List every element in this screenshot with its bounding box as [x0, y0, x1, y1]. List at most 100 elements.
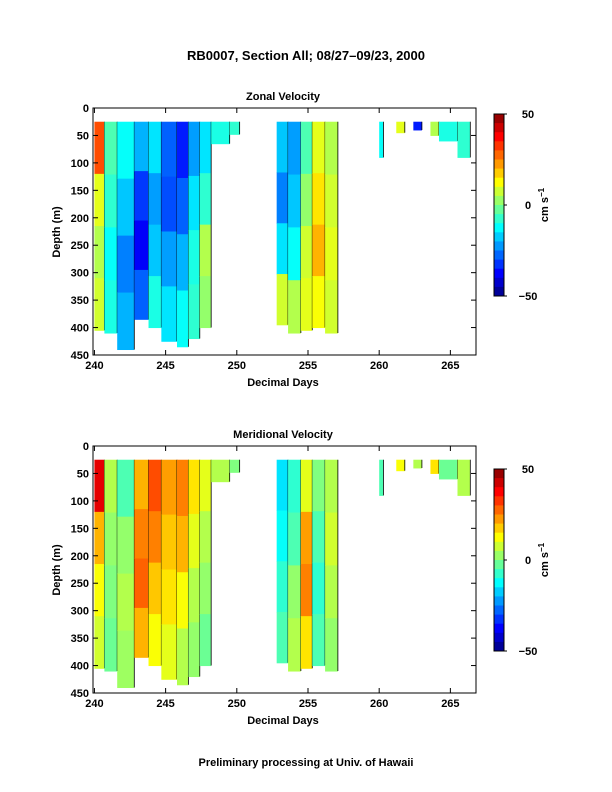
meridional-cell-15-3 — [325, 618, 338, 672]
zonal-y-tick-label-1: 50 — [77, 130, 89, 142]
meridional-y-tick-label-6: 300 — [71, 606, 89, 618]
meridional-colorbar-swatch-4 — [494, 505, 504, 515]
zonal-cell-1-3 — [104, 280, 118, 334]
meridional-colorbar-swatch-19 — [494, 641, 504, 652]
meridional-cell-13-3 — [300, 616, 313, 669]
zonal-colorbar-tick-label-0: 50 — [522, 109, 534, 121]
meridional-y-tick-label-1: 50 — [77, 468, 89, 480]
zonal-cell-7-1 — [188, 175, 200, 231]
zonal-colorbar-swatch-9 — [494, 195, 504, 206]
meridional-x-tick-label-2: 250 — [228, 698, 246, 710]
zonal-y-tick-label-7: 350 — [71, 295, 89, 307]
meridional-cell-7-3 — [188, 622, 200, 678]
zonal-colorbar-swatch-4 — [494, 150, 504, 160]
meridional-colorbar-swatch-16 — [494, 614, 504, 625]
zonal-cell-5-3 — [161, 286, 177, 342]
meridional-y-tick-label-0: 0 — [83, 441, 89, 453]
meridional-cell-1-1 — [104, 512, 118, 566]
meridional-cell-14-2 — [312, 562, 326, 615]
zonal-cell-13-3 — [300, 278, 313, 331]
meridional-cell-11-0 — [276, 459, 289, 511]
meridional-x-tick-label-3: 255 — [299, 698, 317, 710]
meridional-colorbar-swatch-10 — [494, 560, 504, 570]
meridional-y-tick-label-4: 200 — [71, 551, 89, 563]
meridional-cell-20-0 — [438, 459, 458, 480]
zonal-cell-0-0 — [94, 121, 105, 175]
meridional-cell-3-0 — [134, 459, 149, 510]
zonal-x-tick-label-0: 240 — [85, 360, 103, 372]
meridional-colorbar-swatch-17 — [494, 623, 504, 634]
zonal-cell-10-0 — [229, 121, 240, 135]
meridional-cell-2-1 — [117, 516, 135, 575]
meridional-colorbar-swatch-6 — [494, 523, 504, 534]
zonal-colorbar-swatch-16 — [494, 259, 504, 270]
meridional-colorbar-tick-label-0: 50 — [522, 464, 534, 476]
zonal-cell-5-1 — [161, 176, 177, 232]
meridional-cell-1-0 — [104, 459, 118, 514]
meridional-cell-13-1 — [300, 511, 313, 565]
meridional-cell-4-0 — [148, 459, 162, 512]
zonal-y-tick-label-5: 250 — [71, 240, 89, 252]
zonal-cell-2-1 — [117, 178, 135, 237]
zonal-x-tick-label-1: 245 — [156, 360, 174, 372]
meridional-cell-5-1 — [161, 514, 177, 570]
zonal-colorbar-swatch-6 — [494, 168, 504, 179]
meridional-colorbar-swatch-5 — [494, 514, 504, 524]
zonal-colorbar-swatch-8 — [494, 186, 504, 197]
meridional-y-tick-label-7: 350 — [71, 633, 89, 645]
zonal-cell-14-1 — [312, 173, 326, 226]
zonal-cell-15-3 — [325, 280, 338, 334]
meridional-y-tick-label-3: 150 — [71, 523, 89, 535]
zonal-colorbar-swatch-19 — [494, 286, 504, 297]
meridional-cell-4-1 — [148, 511, 162, 564]
meridional-x-tick-label-0: 240 — [85, 698, 103, 710]
meridional-cell-21-0 — [457, 459, 471, 496]
meridional-cell-5-0 — [161, 459, 177, 516]
meridional-cell-6-1 — [177, 515, 189, 573]
zonal-cell-4-1 — [148, 173, 162, 226]
zonal-cell-4-3 — [148, 276, 162, 329]
zonal-colorbar-swatch-3 — [494, 141, 504, 151]
zonal-colorbar-swatch-12 — [494, 223, 504, 233]
zonal-colorbar-swatch-15 — [494, 250, 504, 260]
zonal-x-tick-label-4: 260 — [370, 360, 388, 372]
meridional-colorbar-swatch-1 — [494, 478, 504, 488]
zonal-cell-16-0 — [379, 121, 384, 158]
meridional-colorbar-tick-label-2: −50 — [519, 646, 538, 658]
meridional-cell-9-0 — [211, 459, 230, 483]
meridional-cell-2-2 — [117, 573, 135, 632]
zonal-cell-11-1 — [276, 172, 289, 224]
zonal-cell-1-2 — [104, 227, 118, 281]
zonal-colorbar-swatch-10 — [494, 205, 504, 215]
meridional-cell-6-3 — [177, 628, 189, 686]
meridional-cell-12-2 — [288, 565, 301, 619]
meridional-cell-18-0 — [413, 459, 422, 469]
meridional-cell-4-2 — [148, 562, 162, 615]
zonal-cell-15-0 — [325, 121, 338, 176]
zonal-y-tick-label-8: 400 — [71, 323, 89, 335]
meridional-cell-12-1 — [288, 512, 301, 566]
zonal-cell-18-0 — [413, 121, 422, 131]
zonal-velocity-panel: Zonal Velocity Decimal Days Depth (m) 24… — [51, 91, 551, 389]
zonal-cell-15-1 — [325, 174, 338, 228]
meridional-cell-2-0 — [117, 459, 135, 518]
meridional-cell-0-2 — [94, 564, 105, 617]
zonal-colorbar-swatch-7 — [494, 177, 504, 188]
zonal-y-tick-label-3: 150 — [71, 185, 89, 197]
zonal-cell-9-0 — [211, 121, 230, 145]
meridional-cell-11-3 — [276, 612, 289, 664]
meridional-cell-15-1 — [325, 512, 338, 566]
meridional-velocity-title: Meridional Velocity — [233, 429, 334, 441]
zonal-cell-12-1 — [288, 174, 301, 228]
zonal-cell-7-2 — [188, 230, 200, 285]
zonal-cell-13-1 — [300, 173, 313, 227]
meridional-cell-19-0 — [430, 459, 439, 474]
zonal-cell-12-0 — [288, 121, 301, 176]
zonal-cell-0-3 — [94, 278, 105, 331]
zonal-x-axis-label: Decimal Days — [247, 377, 319, 389]
meridional-cell-15-2 — [325, 565, 338, 619]
meridional-y-tick-label-2: 100 — [71, 496, 89, 508]
zonal-cell-15-2 — [325, 227, 338, 281]
meridional-colorbar-swatch-11 — [494, 569, 504, 579]
